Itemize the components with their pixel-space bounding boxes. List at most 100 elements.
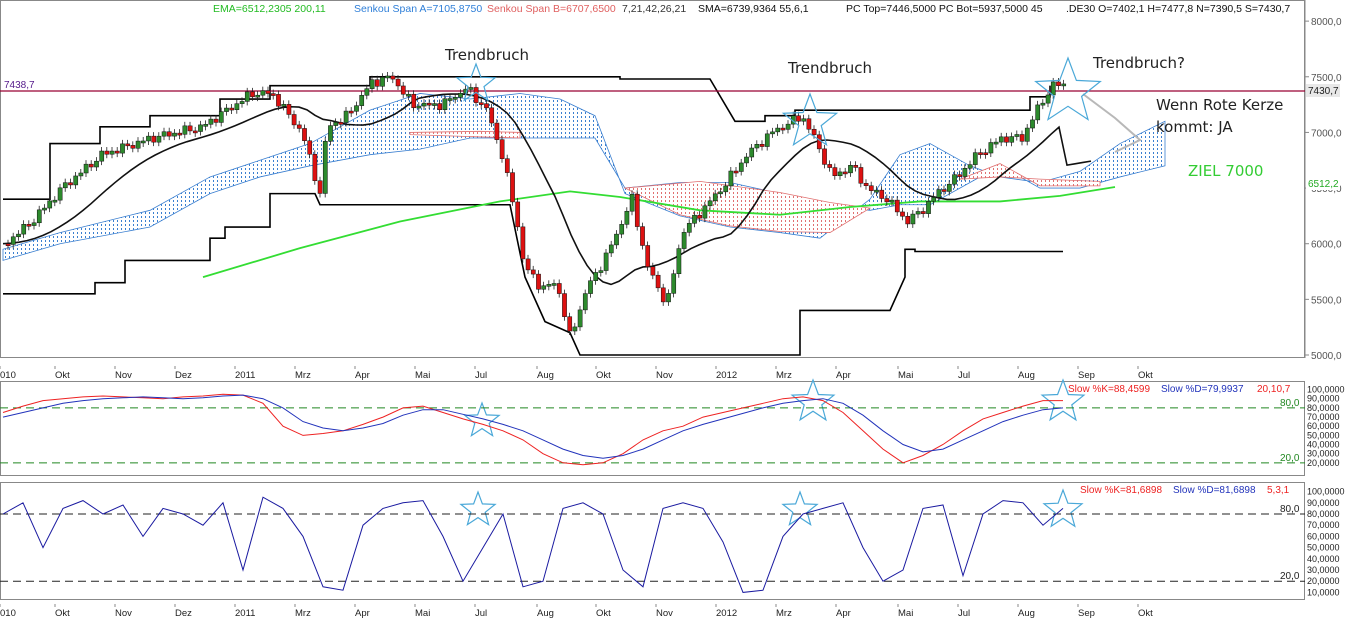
candle-bull — [1035, 104, 1041, 121]
candle-bull — [666, 293, 671, 303]
candle-bull — [369, 79, 375, 89]
stoch2-panel-frame — [0, 482, 1305, 600]
ema-price-tag-bg — [1306, 177, 1340, 190]
stoch-series-line — [2, 393, 1063, 466]
x-axis-label: Aug — [1018, 608, 1035, 619]
candle-bear — [634, 193, 640, 227]
candle-bear — [905, 215, 911, 225]
candle-bull — [1050, 81, 1056, 96]
candle-bull — [681, 232, 687, 249]
candle-bull — [62, 182, 68, 189]
candle-bull — [421, 102, 427, 107]
candle-bear — [104, 150, 110, 155]
candle-bull — [458, 92, 463, 98]
stochastic-panel-2: 80,0 20,0 100,000090,000080,000070,000060,… — [0, 487, 1345, 597]
candle-bull — [452, 97, 458, 100]
candle-bull — [1030, 119, 1035, 129]
candle-bull — [322, 141, 328, 194]
candle-bear — [520, 226, 526, 260]
candle-bull — [874, 189, 879, 193]
price-channel-top — [3, 75, 1051, 200]
stoch-level-label: 80,0 — [1280, 504, 1300, 515]
candle-bull — [406, 93, 411, 97]
x-axis-label: Okt — [596, 608, 611, 619]
stoch2-k-legend: Slow %K=81,6898 — [1080, 485, 1162, 496]
x-axis-bottom: 010 Okt Nov Dez 2011 Mrz Apr Mai Jul Aug Okt Nov 201… — [0, 604, 1153, 619]
candle-bull — [146, 135, 151, 142]
candle-bull — [385, 75, 391, 79]
candle-bear — [645, 245, 651, 267]
candle-bear — [640, 226, 645, 246]
candle-bull — [671, 273, 677, 294]
sma-55-line — [2, 93, 1092, 286]
candle-bull — [442, 98, 448, 110]
ema-legend: EMA=6512,2305 200,11 — [213, 3, 326, 15]
candle-bear — [733, 170, 739, 174]
star-marker — [1040, 378, 1086, 422]
candle-bear — [312, 154, 318, 182]
candle-bull — [343, 110, 349, 123]
candle-bull — [1009, 136, 1015, 143]
candle-bear — [567, 316, 573, 332]
candle-bear — [114, 150, 120, 154]
candle-bear — [348, 110, 354, 114]
candle-bull — [988, 142, 994, 154]
stoch1-panel-frame — [0, 381, 1305, 476]
candle-bull — [109, 150, 115, 155]
candle-bull — [582, 293, 588, 311]
candle-bear — [213, 118, 219, 123]
stoch-tick-label: 20,0000 — [1307, 458, 1340, 468]
candle-bear — [411, 93, 417, 109]
candle-bull — [140, 140, 146, 144]
candle-bear — [530, 269, 536, 275]
price-tick-label: 7500,0 — [1311, 73, 1342, 84]
x-axis-label: Aug — [537, 370, 554, 381]
candle-bear — [894, 199, 900, 213]
annotation-rote-kerze-2: kommt: JA — [1156, 118, 1233, 136]
candle-bear — [863, 183, 869, 186]
x-axis-label: 2012 — [716, 370, 737, 381]
candle-bull — [47, 200, 53, 209]
candle-bear — [302, 128, 307, 141]
x-axis-label: Jul — [958, 608, 970, 619]
candle-bull — [468, 87, 474, 90]
candle-bear — [868, 185, 874, 191]
candle-bull — [931, 197, 937, 202]
candle-bear — [811, 128, 817, 136]
star-marker — [1034, 56, 1102, 121]
star-marker — [790, 378, 836, 422]
candle-bear — [822, 148, 827, 165]
candle-bull — [686, 223, 692, 233]
candle-bear — [192, 130, 198, 134]
x-axis-label: Nov — [115, 370, 132, 381]
price-channel-bottom — [3, 192, 1063, 356]
x-axis-top: 010 Okt Nov Dez 2011 Mrz Apr Mai Jul Aug Okt Nov 201… — [0, 366, 1153, 381]
candle-bull — [328, 125, 333, 142]
candle-bear — [276, 94, 281, 107]
candle-bull — [712, 193, 718, 202]
x-axis-label: Apr — [355, 608, 370, 619]
candle-bull — [946, 183, 952, 192]
annotations: Trendbruch Trendbruch Trendbruch? Wenn R… — [444, 46, 1283, 180]
candle-bull — [333, 122, 339, 126]
stoch-tick-label: 40,0000 — [1307, 440, 1340, 450]
x-axis-label: Okt — [596, 370, 611, 381]
star-marker — [1042, 488, 1084, 528]
candle-bear — [1019, 134, 1025, 142]
candle-bull — [764, 133, 770, 147]
candle-bear — [832, 167, 838, 176]
candle-bull — [432, 103, 437, 106]
candle-bull — [260, 90, 266, 96]
candle-bull — [702, 205, 708, 219]
candle-bull — [234, 103, 240, 110]
stoch1-params-legend: 20,10,7 — [1257, 384, 1291, 395]
candle-bear — [265, 90, 271, 94]
candle-bear — [1004, 136, 1009, 143]
candle-bear — [504, 158, 510, 173]
candle-bull — [94, 160, 99, 168]
candle-bull — [952, 174, 957, 185]
stoch-level-label: 80,0 — [1280, 398, 1300, 409]
candle-bull — [889, 199, 895, 203]
candle-bull — [593, 272, 599, 281]
candle-bull — [967, 164, 973, 169]
